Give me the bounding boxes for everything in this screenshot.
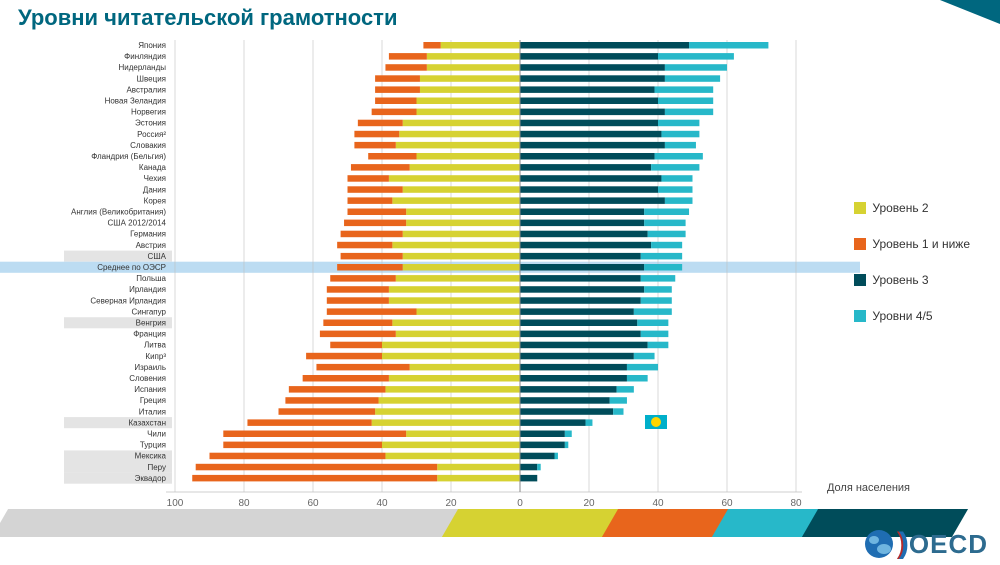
svg-text:Словакия: Словакия <box>130 141 166 150</box>
svg-text:Чехия: Чехия <box>144 174 166 183</box>
svg-text:Дания: Дания <box>143 185 166 194</box>
chart-legend: Уровень 2 Уровень 1 и ниже Уровень 3 Уровни… <box>854 201 970 345</box>
svg-text:Словения: Словения <box>129 374 166 383</box>
svg-text:Турция: Турция <box>140 441 166 450</box>
oecd-paren-icon: )) <box>897 527 901 561</box>
footer-stripe <box>0 509 488 537</box>
literacy-chart: 10080604020020406080ЯпонияФинляндияНидер… <box>0 36 860 516</box>
svg-text:Нидерланды: Нидерланды <box>119 63 167 72</box>
legend-item: Уровень 1 и ниже <box>854 237 970 251</box>
oecd-logo: )) OECD <box>865 527 988 561</box>
legend-item: Уровень 3 <box>854 273 970 287</box>
svg-text:Среднее по ОЭСР: Среднее по ОЭСР <box>97 263 166 272</box>
svg-text:Кипр³: Кипр³ <box>145 352 166 361</box>
svg-text:Испания: Испания <box>134 385 166 394</box>
chart-area: 10080604020020406080ЯпонияФинляндияНидер… <box>0 36 1000 516</box>
svg-text:Ирландия: Ирландия <box>129 285 166 294</box>
svg-text:Финляндия: Финляндия <box>124 52 166 61</box>
svg-text:Венгрия: Венгрия <box>136 319 166 328</box>
x-axis-title: Доля населения <box>827 482 910 494</box>
oecd-text: OECD <box>909 529 988 560</box>
svg-text:Эквадор: Эквадор <box>135 474 167 483</box>
legend-swatch <box>854 310 866 322</box>
legend-swatch <box>854 274 866 286</box>
legend-swatch <box>854 238 866 250</box>
svg-text:Франция: Франция <box>133 330 166 339</box>
legend-item: Уровни 4/5 <box>854 309 970 323</box>
svg-text:Англия (Великобритания): Англия (Великобритания) <box>71 208 166 217</box>
svg-text:Япония: Япония <box>138 41 166 50</box>
svg-text:Северная Ирландия: Северная Ирландия <box>90 296 166 305</box>
svg-text:Германия: Германия <box>130 230 166 239</box>
legend-label: Уровень 1 и ниже <box>872 237 970 251</box>
svg-text:Швеция: Швеция <box>137 74 166 83</box>
svg-text:Эстония: Эстония <box>135 119 166 128</box>
svg-text:США 2012/2014: США 2012/2014 <box>108 219 167 228</box>
svg-text:Новая Зеландия: Новая Зеландия <box>105 97 166 106</box>
svg-text:США: США <box>148 252 167 261</box>
svg-text:Мексика: Мексика <box>135 452 167 461</box>
legend-label: Уровни 4/5 <box>872 309 932 323</box>
oecd-globe-icon <box>865 530 893 558</box>
svg-text:Норвегия: Норвегия <box>131 108 166 117</box>
slide-footer: )) OECD <box>0 505 1000 565</box>
svg-text:Австрия: Австрия <box>136 241 166 250</box>
svg-text:Канада: Канада <box>139 163 167 172</box>
kazakhstan-flag-icon <box>645 415 667 429</box>
slide-title: Уровни читательской грамотности <box>18 0 1000 36</box>
legend-swatch <box>854 202 866 214</box>
svg-text:Австралия: Австралия <box>126 85 166 94</box>
svg-text:Польша: Польша <box>136 274 166 283</box>
svg-text:Корея: Корея <box>144 196 166 205</box>
slide-header: Уровни читательской грамотности <box>0 0 1000 36</box>
svg-text:Казахстан: Казахстан <box>129 418 167 427</box>
svg-text:Израиль: Израиль <box>134 363 166 372</box>
svg-text:Литва: Литва <box>144 341 167 350</box>
svg-text:Италия: Италия <box>139 407 166 416</box>
svg-text:Перу: Перу <box>147 463 166 472</box>
footer-stripes <box>0 509 1000 537</box>
svg-text:Греция: Греция <box>140 396 166 405</box>
svg-text:Чили: Чили <box>147 430 166 439</box>
svg-text:Россия²: Россия² <box>137 130 166 139</box>
header-triangle <box>940 0 1000 24</box>
svg-text:Фландрия (Бельгия): Фландрия (Бельгия) <box>91 152 166 161</box>
legend-label: Уровень 3 <box>872 273 928 287</box>
svg-text:Сингапур: Сингапур <box>131 307 166 316</box>
legend-item: Уровень 2 <box>854 201 970 215</box>
legend-label: Уровень 2 <box>872 201 928 215</box>
